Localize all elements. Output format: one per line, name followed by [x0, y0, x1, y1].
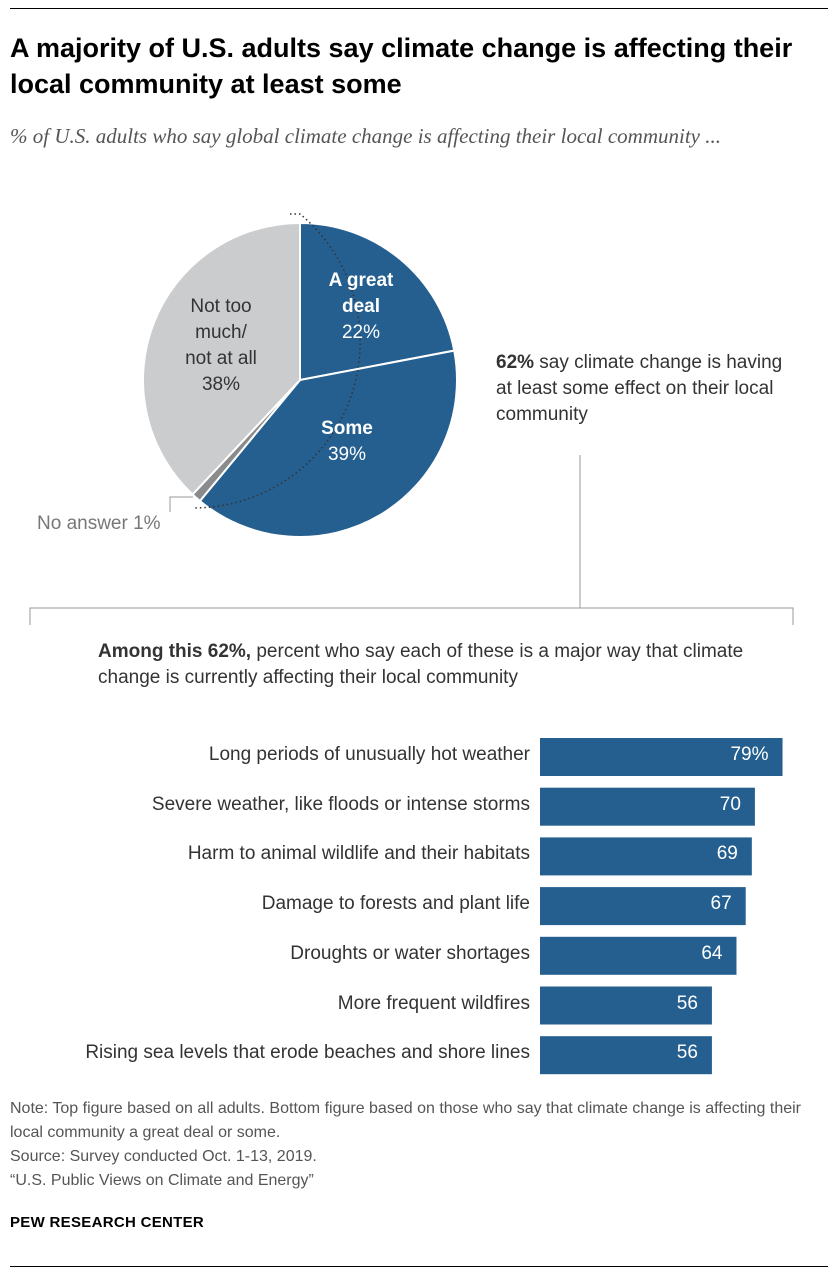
pie-label-no-answer: No answer 1%: [37, 513, 161, 534]
chart-title: A majority of U.S. adults say climate ch…: [10, 33, 793, 99]
bar: [540, 738, 783, 776]
bar-label: More frequent wildfires: [337, 992, 530, 1014]
bar-intro-bold: Among this 62%,: [98, 641, 252, 662]
bar-label: Damage to forests and plant life: [261, 893, 530, 915]
pie-label-not-too-much: Not too much/not at all 38%: [185, 296, 257, 395]
bar: [540, 986, 712, 1025]
notes: Note: Top figure based on all adults. Bo…: [10, 1097, 810, 1193]
report-title: “U.S. Public Views on Climate and Energy…: [10, 1172, 314, 1189]
bar-value: 69: [716, 843, 738, 865]
pie-bracket-arc: [194, 213, 361, 509]
bar-value: 64: [701, 942, 723, 964]
bar: [540, 837, 752, 876]
top-rule: [10, 8, 828, 9]
bar: [540, 936, 737, 975]
bar-label: Harm to animal wildlife and their habita…: [187, 843, 530, 865]
bar-value: 67: [710, 893, 732, 915]
bottom-rule: [10, 1266, 828, 1267]
bar-value: 79%: [730, 744, 769, 765]
callout-body: say climate change is having at least so…: [496, 352, 783, 425]
no-answer-leader: [169, 496, 193, 512]
pie-label-some: Some 39%: [321, 418, 373, 465]
pie-slice: [198, 349, 458, 538]
pie-slice: [142, 221, 301, 496]
bar-label: Droughts or water shortages: [290, 942, 530, 964]
pie-label-great-deal: A great deal 22%: [328, 270, 394, 343]
bar-label: Severe weather, like floods or intense s…: [151, 793, 530, 815]
bar-intro-body: percent who say each of these is a major…: [98, 641, 744, 688]
bar-value: 56: [676, 1042, 698, 1064]
bar-label: Long periods of unusually hot weather: [208, 744, 530, 765]
brand-logo: PEW RESEARCH CENTER: [10, 1214, 205, 1231]
bar: [540, 787, 755, 826]
bar: [540, 1036, 712, 1075]
source: Source: Survey conducted Oct. 1-13, 2019…: [10, 1148, 317, 1165]
note: Note: Top figure based on all adults. Bo…: [10, 1100, 801, 1141]
bar-label: Rising sea levels that erode beaches and…: [85, 1042, 530, 1064]
bar: [540, 887, 746, 926]
callout-bold: 62%: [496, 352, 535, 373]
chart-subtitle: % of U.S. adults who say global climate …: [10, 124, 721, 148]
bar-value: 56: [676, 992, 698, 1014]
bar-bracket: [29, 607, 794, 625]
pie-slice: [299, 221, 456, 382]
bar-value: 70: [719, 793, 741, 815]
callout-text: 62% say climate change is having at leas…: [496, 350, 796, 428]
bar-intro: Among this 62%, percent who say each of …: [98, 639, 798, 691]
